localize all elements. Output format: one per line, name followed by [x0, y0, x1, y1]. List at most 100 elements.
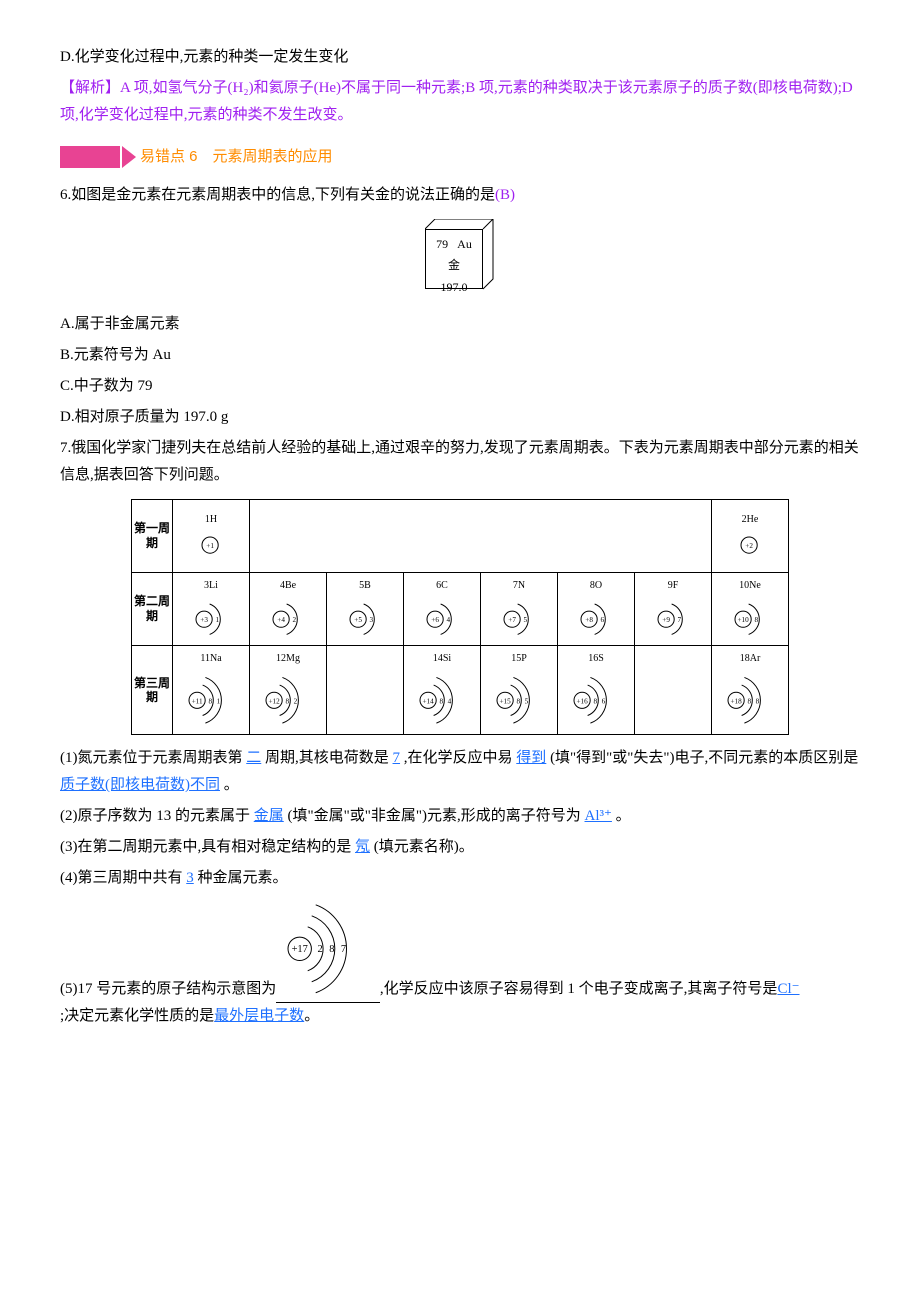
- svg-text:+7: +7: [508, 616, 516, 624]
- cell-14Si: 14Si+1484: [404, 645, 481, 735]
- q7-4-b: 3: [186, 870, 194, 886]
- svg-text:+5: +5: [354, 616, 362, 624]
- q6-answer: (B): [495, 187, 515, 203]
- q7-1-a: (1)氮元素位于元素周期表第: [60, 750, 243, 766]
- q7-4-c: 种金属元素。: [198, 870, 288, 886]
- q7-5-a: (5)17 号元素的原子结构示意图为: [60, 976, 276, 1003]
- q7-5-d: 最外层电子数: [214, 1003, 304, 1030]
- q7-1-d: 7: [393, 750, 401, 766]
- svg-text:+18: +18: [731, 697, 743, 705]
- q7-3: (3)在第二周期元素中,具有相对稳定结构的是 氖 (填元素名称)。: [60, 834, 860, 861]
- cell-3Li: 3Li+31: [173, 572, 250, 645]
- q7-5: (5)17 号元素的原子结构示意图为 +17 287 ,化学反应中该原子容易得到 …: [60, 896, 860, 1030]
- q6-option-c: C.中子数为 79: [60, 373, 860, 400]
- svg-text:+9: +9: [662, 616, 670, 624]
- cell-empty-r1: [250, 499, 712, 572]
- q7-4: (4)第三周期中共有 3 种金属元素。: [60, 865, 860, 892]
- q7-1-e: ,在化学反应中易: [404, 750, 513, 766]
- cell-9F: 9F+97: [635, 572, 712, 645]
- cl-atom-diagram: +17 287: [276, 896, 380, 1003]
- au-name: 金: [426, 255, 482, 277]
- svg-text:8: 8: [329, 944, 334, 955]
- periodic-table: 第一周期 1H+1 2He+2 第二周期 3Li+31 4Be+42 5B+53…: [131, 499, 789, 736]
- cell-empty-r3c7: [635, 645, 712, 735]
- cell-11Na: 11Na+1181: [173, 645, 250, 735]
- svg-text:2: 2: [292, 616, 296, 624]
- tag-triangle-icon: [122, 146, 136, 168]
- q5-option-d: D.化学变化过程中,元素的种类一定发生变化: [60, 44, 860, 71]
- q7-1: (1)氮元素位于元素周期表第 二 周期,其核电荷数是 7 ,在化学反应中易 得到…: [60, 745, 860, 799]
- svg-text:+6: +6: [431, 616, 439, 624]
- q7-3-c: (填元素名称)。: [374, 839, 474, 855]
- q7-1-f: 得到: [516, 750, 546, 766]
- q6-option-a: A.属于非金属元素: [60, 311, 860, 338]
- svg-text:+12: +12: [269, 697, 281, 705]
- svg-text:+16: +16: [577, 697, 589, 705]
- svg-text:8: 8: [594, 697, 598, 705]
- svg-text:2: 2: [318, 944, 323, 955]
- q7-3-b: 氖: [355, 839, 370, 855]
- q5-analysis: 【解析】A 项,如氢气分子(H₂)和氦原子(He)不属于同一种元素;B 项,元素…: [60, 75, 860, 129]
- svg-text:8: 8: [748, 697, 752, 705]
- q7-5-e: 。: [304, 1003, 319, 1030]
- au-row1: 79 Au: [426, 234, 482, 256]
- svg-text:+8: +8: [585, 616, 593, 624]
- svg-text:7: 7: [677, 616, 681, 624]
- row2-header: 第二周期: [132, 572, 173, 645]
- svg-text:6: 6: [600, 616, 604, 624]
- svg-text:1: 1: [217, 697, 221, 705]
- tag-box-icon: [60, 146, 120, 168]
- svg-text:+2: +2: [745, 543, 753, 551]
- cell-8O: 8O+86: [558, 572, 635, 645]
- q7-2-e: 。: [616, 808, 631, 824]
- svg-text:+15: +15: [500, 697, 512, 705]
- cell-10Ne: 10Ne+108: [712, 572, 789, 645]
- svg-text:5: 5: [523, 616, 527, 624]
- cell-6C: 6C+64: [404, 572, 481, 645]
- cell-5B: 5B+53: [327, 572, 404, 645]
- svg-text:8: 8: [440, 697, 444, 705]
- cell-1H: 1H+1: [173, 499, 250, 572]
- svg-text:8: 8: [517, 697, 521, 705]
- svg-text:+3: +3: [200, 616, 208, 624]
- svg-text:+17: +17: [292, 944, 308, 955]
- svg-text:+10: +10: [737, 616, 749, 624]
- cell-18Ar: 18Ar+1888: [712, 645, 789, 735]
- cell-12Mg: 12Mg+1282: [250, 645, 327, 735]
- au-element-figure: 79 Au 金 197.0: [60, 213, 860, 307]
- q7-stem: 7.俄国化学家门捷列夫在总结前人经验的基础上,通过艰辛的努力,发现了元素周期表。…: [60, 435, 860, 489]
- q7-1-c: 周期,其核电荷数是: [265, 750, 389, 766]
- row3-header: 第三周期: [132, 645, 173, 735]
- svg-text:+1: +1: [206, 543, 214, 551]
- au-mass: 197.0: [426, 277, 482, 299]
- row1-header: 第一周期: [132, 499, 173, 572]
- svg-text:3: 3: [369, 616, 373, 624]
- q7-1-g: (填"得到"或"失去")电子,不同元素的本质区别是: [550, 750, 858, 766]
- svg-text:1: 1: [215, 616, 219, 624]
- q7-5-mid: ,化学反应中该原子容易得到 1 个电子变成离子,其离子符号是: [380, 976, 778, 1003]
- q7-3-a: (3)在第二周期元素中,具有相对稳定结构的是: [60, 839, 351, 855]
- cell-2He: 2He+2: [712, 499, 789, 572]
- q7-2-c: (填"金属"或"非金属")元素,形成的离子符号为: [288, 808, 581, 824]
- q7-4-a: (4)第三周期中共有: [60, 870, 183, 886]
- svg-text:7: 7: [341, 944, 346, 955]
- cell-15P: 15P+1585: [481, 645, 558, 735]
- cell-7N: 7N+75: [481, 572, 558, 645]
- au-num: 79: [436, 237, 448, 251]
- svg-text:8: 8: [286, 697, 290, 705]
- ptable-row-1: 第一周期 1H+1 2He+2: [132, 499, 789, 572]
- analysis-label: 【解析】: [60, 80, 120, 96]
- section-6-tag: 易错点 6 元素周期表的应用: [60, 143, 333, 170]
- q7-2-d: Al³⁺: [585, 808, 612, 824]
- q6-option-b: B.元素符号为 Au: [60, 342, 860, 369]
- svg-text:4: 4: [446, 616, 450, 624]
- q6-stem-text: 6.如图是金元素在元素周期表中的信息,下列有关金的说法正确的是: [60, 187, 495, 203]
- section-6-title: 易错点 6 元素周期表的应用: [140, 143, 333, 170]
- q7-5-b: Cl⁻: [777, 976, 799, 1003]
- svg-text:8: 8: [209, 697, 213, 705]
- q7-5-c: ;决定元素化学性质的是: [60, 1003, 214, 1030]
- q6-option-d: D.相对原子质量为 197.0 g: [60, 404, 860, 431]
- svg-text:8: 8: [754, 616, 758, 624]
- svg-text:+14: +14: [423, 697, 435, 705]
- ptable-row-2: 第二周期 3Li+31 4Be+42 5B+53 6C+64 7N+75 8O+…: [132, 572, 789, 645]
